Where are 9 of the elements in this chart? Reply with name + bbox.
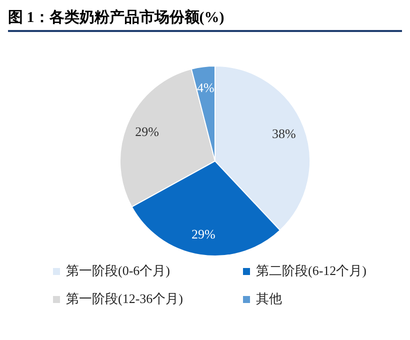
data-label: 29% <box>135 124 160 140</box>
legend-label: 第一阶段(12-36个月) <box>65 290 184 308</box>
legend-label: 第二阶段(6-12个月) <box>255 262 368 280</box>
chart-title: 图 1：各类奶粉产品市场份额(%) <box>8 8 402 32</box>
data-label: 29% <box>191 226 216 242</box>
legend-label: 第一阶段(0-6个月) <box>65 262 171 280</box>
legend-label: 其他 <box>255 290 283 308</box>
data-label: 4% <box>197 80 215 95</box>
data-label: 38% <box>272 126 296 142</box>
